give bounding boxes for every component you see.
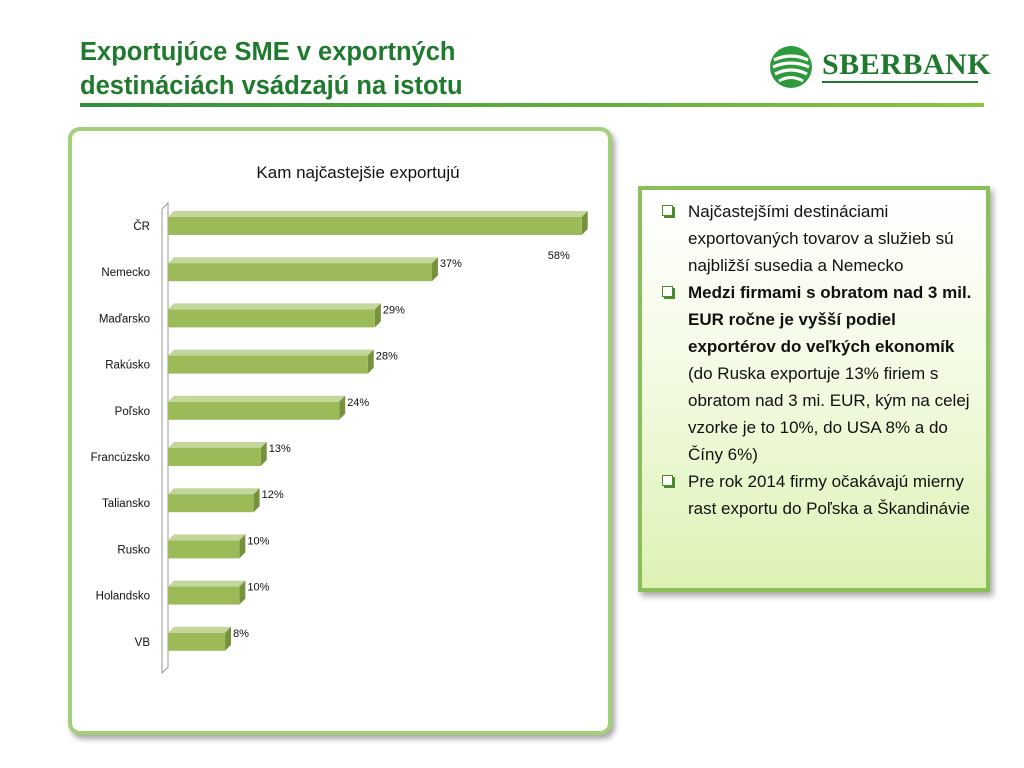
sberbank-logo-icon (770, 46, 812, 88)
title-divider (80, 103, 984, 107)
chart-plot-area: ČR 58% Nemecko 37% Maďarsko 29% Rakúsko 28% Poľs… (91, 201, 588, 675)
data-label: 28% (376, 351, 398, 363)
bar-side (225, 626, 232, 651)
slide-title: Exportujúce SME v exportných destináciác… (80, 35, 463, 103)
category-label: VB (135, 637, 151, 649)
bar-top (168, 580, 246, 587)
bar-side (339, 395, 346, 420)
category-label: Rusko (117, 544, 150, 556)
checkbox-bullet-icon (662, 475, 673, 486)
key-findings-panel: Najčastejšími destináciami exportovaných… (638, 186, 990, 592)
data-label: 37% (440, 258, 462, 270)
bullet-1-text: Najčastejšími destináciami exportovaných… (688, 202, 954, 275)
data-label: 29% (383, 304, 405, 316)
bar (168, 540, 240, 559)
bar-side (260, 442, 267, 466)
bar (168, 448, 261, 466)
bar (168, 217, 582, 235)
bullet-2-text: (do Ruska exportuje 13% firiem s obratom… (688, 364, 970, 464)
bar (168, 309, 375, 328)
bar (168, 401, 340, 420)
bar-top (168, 534, 246, 541)
data-label: 58% (548, 250, 570, 262)
logo-text: SBERBANK (822, 48, 992, 81)
data-label: 13% (269, 443, 291, 455)
checkbox-bullet-icon (662, 286, 673, 297)
bar (168, 355, 368, 374)
bar (168, 263, 432, 282)
bar-side (431, 257, 438, 282)
bullet-item-2: Medzi firmami s obratom nad 3 mil. EUR r… (650, 279, 980, 468)
bullet-3-text: Pre rok 2014 firmy očakávajú mierny rast… (688, 472, 970, 518)
chart-title: Kam najčastejšie exportujú (256, 163, 459, 182)
bar-side (239, 580, 246, 605)
category-label: Rakúsko (105, 360, 150, 372)
bullet-list: Najčastejšími destináciami exportovaných… (642, 190, 986, 522)
bar-top (168, 349, 374, 356)
logo-underline (822, 81, 978, 83)
data-label: 8% (233, 628, 249, 640)
bar-top (168, 626, 232, 633)
category-label: Holandsko (96, 591, 150, 603)
bar-top (168, 257, 438, 264)
data-label: 12% (262, 489, 284, 501)
bar-top (168, 442, 267, 448)
bar-top (168, 211, 588, 217)
data-label: 24% (347, 397, 369, 409)
bar (168, 494, 254, 513)
bar-side (239, 534, 246, 559)
bullet-item-3: Pre rok 2014 firmy očakávajú mierny rast… (650, 468, 980, 522)
slide-title-line-1: Exportujúce SME v exportných (80, 38, 456, 66)
category-label: Nemecko (101, 267, 150, 279)
bar-side (367, 349, 374, 374)
bullet-item-1: Najčastejšími destináciami exportovaných… (650, 198, 980, 279)
category-label: ČR (133, 220, 150, 233)
chart-panel: Kam najčastejšie exportujú ČR 58% Nemecko 3… (68, 127, 612, 735)
chart-axis-wall (161, 201, 169, 675)
bar-chart: Kam najčastejšie exportujú ČR 58% Nemecko 3… (91, 163, 588, 675)
bar-side (253, 488, 260, 513)
bar (168, 586, 240, 605)
bar-side (581, 211, 588, 235)
data-label: 10% (247, 582, 269, 594)
bullet-2-bold-text: Medzi firmami s obratom nad 3 mil. EUR r… (688, 283, 972, 356)
bar-top (168, 488, 260, 495)
category-label: Poľsko (115, 406, 150, 418)
bar (168, 632, 226, 651)
category-label: Francúzsko (91, 452, 150, 464)
bar-side (374, 303, 381, 328)
bar-top (168, 303, 381, 310)
category-label: Maďarsko (99, 313, 150, 325)
category-label: Taliansko (102, 498, 150, 510)
sberbank-logo: SBERBANK (768, 44, 992, 92)
data-label: 10% (247, 535, 269, 547)
checkbox-bullet-icon (662, 205, 673, 216)
bar-top (168, 395, 346, 402)
slide-title-line-2: destináciách vsádzajú na istotu (80, 72, 463, 100)
